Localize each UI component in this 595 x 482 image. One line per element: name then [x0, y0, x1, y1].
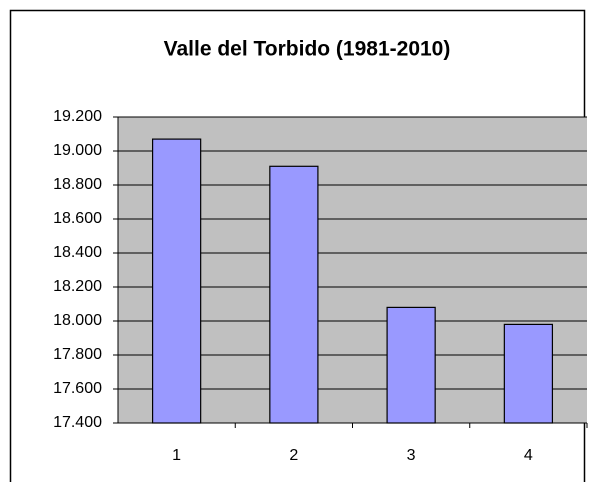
- x-tick-label: 2: [289, 447, 298, 464]
- y-tick-label: 18.800: [53, 176, 102, 193]
- y-tick-label: 17.600: [53, 380, 102, 397]
- y-tick-label: 17.400: [53, 414, 102, 431]
- bar: [386, 306, 436, 424]
- chart-title: Valle del Torbido (1981-2010): [164, 38, 451, 61]
- y-tick-label: 18.200: [53, 278, 102, 295]
- bar: [269, 165, 319, 424]
- y-tick-label: 19.200: [53, 108, 102, 125]
- y-tick-label: 17.800: [53, 346, 102, 363]
- x-tick-label: 1: [172, 447, 181, 464]
- x-tick-label: 4: [524, 447, 533, 464]
- bar: [503, 323, 554, 424]
- bar: [151, 138, 202, 424]
- y-tick-label: 19.000: [53, 142, 102, 159]
- y-tick-label: 18.400: [53, 244, 102, 261]
- y-tick-label: 18.600: [53, 210, 102, 227]
- y-tick-label: 18.000: [53, 312, 102, 329]
- x-tick-label: 3: [407, 447, 416, 464]
